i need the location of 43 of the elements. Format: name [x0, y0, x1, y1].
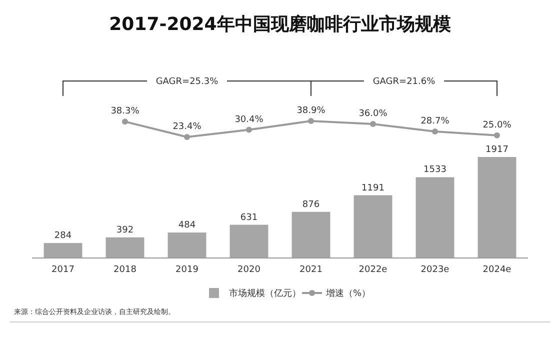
data-label: 1191: [362, 183, 384, 194]
point: [122, 118, 128, 125]
data-label: 484: [178, 220, 196, 230]
data-label: 25.0%: [482, 120, 512, 130]
x-tick-label: 2017: [52, 265, 74, 275]
data-label: 1533: [424, 165, 446, 176]
x-tick-label: 2024e: [482, 265, 512, 275]
point: [246, 126, 252, 133]
point: [432, 128, 438, 135]
bar: [44, 243, 82, 258]
data-label: 631: [240, 212, 258, 223]
point: [370, 120, 376, 127]
data-label: 30.4%: [234, 114, 264, 125]
bar: [478, 157, 516, 258]
x-tick-label: 2018: [114, 265, 137, 275]
point: [308, 118, 314, 124]
x-tick-label: 2022e: [358, 265, 388, 275]
data-label: 1917: [486, 145, 508, 155]
legend-label: 增速（%）: [325, 288, 371, 299]
data-label: 23.4%: [172, 122, 202, 132]
x-tick-label: 2021: [300, 265, 322, 275]
data-label: 876: [302, 200, 320, 210]
bar: [354, 195, 392, 258]
x-tick-label: 2020: [238, 265, 261, 275]
legend-label: 市场规模（亿元）: [229, 288, 301, 299]
point: [184, 134, 190, 140]
x-tick-label: 2019: [176, 265, 199, 275]
bar: [416, 177, 454, 258]
text: GAGR=21.6%: [372, 77, 436, 87]
data-label: 38.3%: [110, 106, 140, 117]
data-label: 284: [54, 231, 72, 242]
data-label: 38.9%: [296, 106, 326, 116]
bar: [168, 232, 206, 258]
chart-title: 2017-2024年中国现磨咖啡行业市场规模: [109, 14, 451, 35]
bar: [230, 224, 268, 258]
point: [494, 132, 500, 138]
bar: [106, 237, 144, 258]
text: GAGR=25.3%: [156, 77, 219, 87]
data-label: 392: [116, 225, 134, 236]
bar: [292, 212, 330, 258]
x-tick-label: 2023e: [420, 265, 450, 275]
data-label: 36.0%: [358, 108, 388, 119]
data-label: 28.7%: [420, 116, 450, 127]
